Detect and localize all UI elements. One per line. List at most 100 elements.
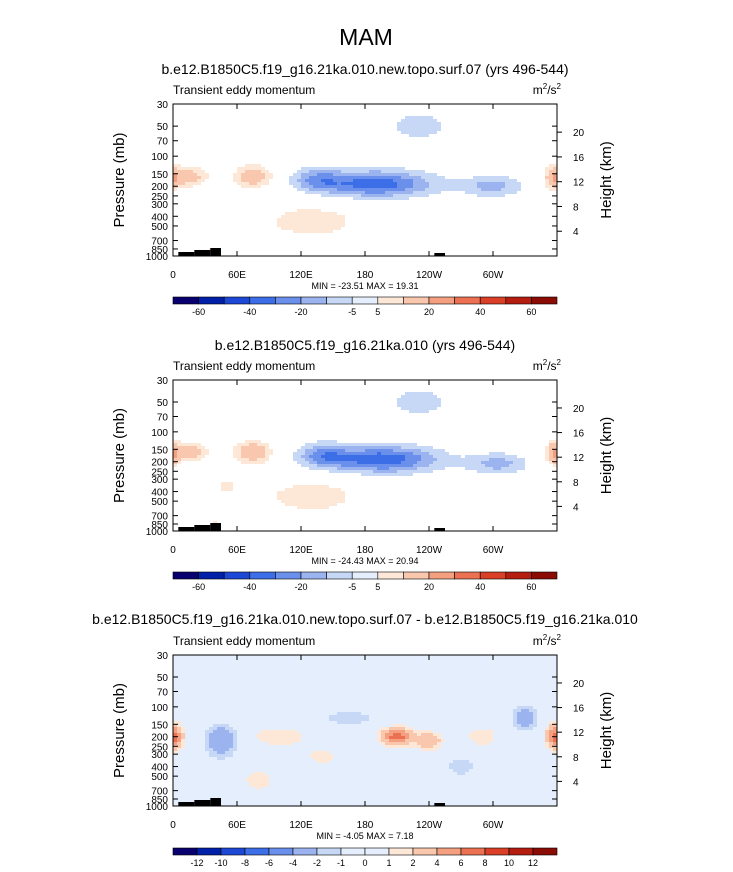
contour-cell [433,392,558,396]
contour-cell [265,461,298,465]
y-tick-label: 50 [157,673,169,684]
contour-cell [401,176,422,180]
contour-cell [221,254,558,257]
contour-cell [181,739,186,743]
panel-title: b.e12.B1850C5.f19_g16.21ka.010 (yrs 496-… [215,337,515,353]
contour-cell [173,521,214,525]
contour-cell [325,452,338,456]
contour-cell [173,488,222,492]
topography-bar [434,528,445,531]
y-tick-label: 300 [151,475,168,486]
contour-cell [513,724,522,728]
contour-cell [345,224,558,228]
contour-cell [469,733,494,737]
contour-cell [281,500,346,504]
contour-cell [177,464,302,468]
contour-cell [173,131,402,135]
contour-cell [173,461,178,465]
contour-cell [221,482,234,486]
contour-cell [441,128,558,132]
contour-cell [345,221,558,225]
contour-cell [233,739,238,743]
contour-cell [225,727,234,731]
contour-cell [233,745,238,749]
contour-cell [185,739,206,743]
contour-cell [173,224,278,228]
contour-cell [505,452,546,456]
contour-cell [549,170,558,174]
contour-cell [233,173,242,177]
panel-title: b.e12.B1850C5.f19_g16.21ka.010.new.topo.… [92,611,638,627]
colorbar-box [531,296,558,305]
contour-cell [173,775,250,779]
height-tick-label: 20 [573,679,585,690]
contour-cell [553,461,558,465]
contour-cell [337,503,558,507]
contour-cell [233,733,238,737]
contour-cell [549,449,554,453]
contour-cell [177,461,182,465]
colorbar-box [220,847,246,856]
contour-cell [173,413,558,417]
contour-cell [549,164,558,168]
contour-cell [265,452,274,456]
contour-cell [301,167,406,171]
colorbar-label: -2 [313,858,321,868]
figure-title: MAM [339,24,393,50]
y-axis-label: Pressure (mb) [111,683,128,778]
contour-cell [237,170,246,174]
contour-cell [549,739,554,743]
y-tick-label: 700 [151,787,168,798]
contour-cell [493,730,546,734]
contour-cell [221,524,558,528]
contour-cell [209,449,234,453]
colorbar-box [364,847,390,856]
y-tick-label: 200 [151,733,168,744]
contour-cell [501,467,526,471]
variable-label: Transient eddy momentum [173,634,315,648]
contour-cell [265,446,270,450]
contour-cell [401,131,438,135]
colorbar-label: -40 [243,307,256,317]
contour-cell [173,143,558,147]
contour-cell [237,730,262,734]
contour-cell [181,461,242,465]
contour-cell [173,697,558,701]
contour-cell [173,799,558,803]
contour-cell [433,455,462,459]
contour-cell [397,128,442,132]
colorbar-label: -40 [243,582,256,592]
contour-cell [281,215,346,219]
contour-cell [173,242,558,246]
units-label: m2/s2 [533,82,562,97]
contour-cell [213,724,230,728]
contour-cell [173,694,558,698]
contour-cell [173,503,286,507]
contour-cell [513,712,518,716]
contour-cell [173,422,558,426]
y-tick-label: 1000 [146,527,169,538]
colorbar-box [292,847,318,856]
contour-cell [549,730,558,734]
contour-cell [409,410,430,414]
contour-cell [297,506,330,510]
contour-cell [545,185,554,189]
y-tick-label: 700 [151,237,168,248]
y-tick-label: 500 [151,772,168,783]
contour-cell [185,742,206,746]
colorbar-box [300,571,327,580]
contour-cell [341,227,558,231]
contour-cell [173,688,558,692]
contour-cell [173,185,178,189]
contour-cell [205,730,214,734]
contour-cell [405,458,422,462]
contour-cell [241,455,266,459]
contour-cell [233,452,242,456]
contour-cell [505,194,558,198]
contour-cell [413,730,434,734]
contour-cell [413,179,426,183]
y-tick-label: 70 [157,412,169,423]
contour-cell [185,730,206,734]
contour-cell [341,170,370,174]
contour-cell [173,191,306,195]
